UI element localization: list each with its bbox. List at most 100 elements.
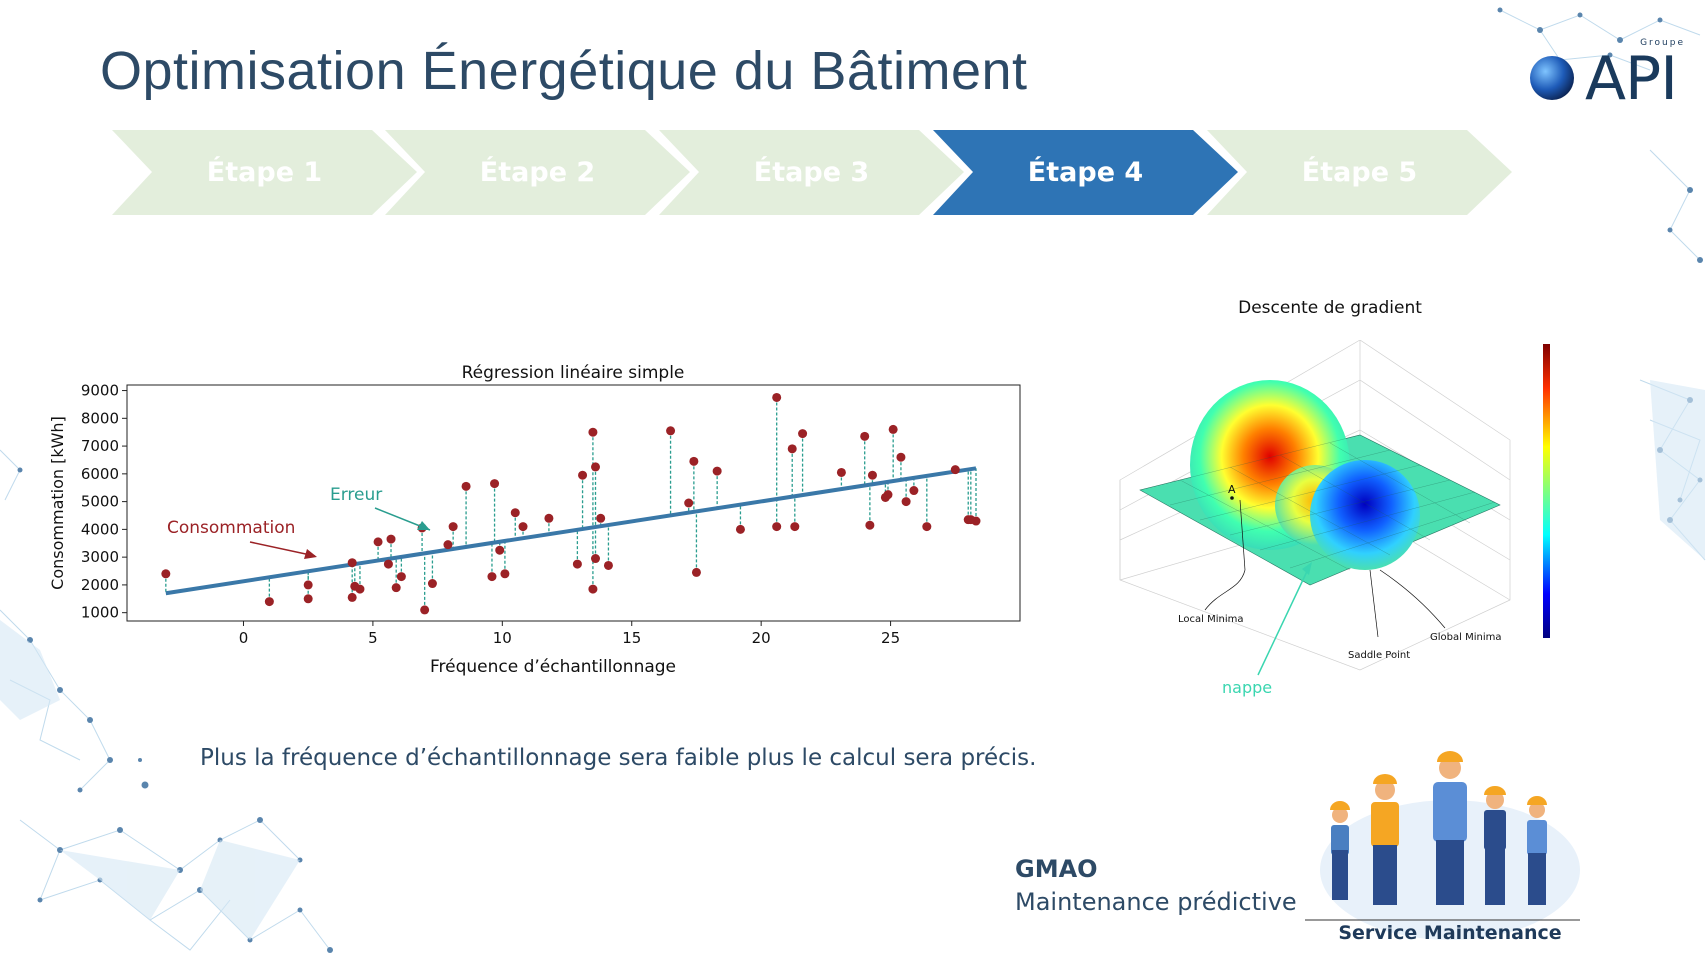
worker-left-icon	[1330, 801, 1350, 900]
data-point	[355, 584, 365, 594]
y-tick-label: 2000	[81, 576, 119, 594]
step-progress: Étape 1 Étape 2 Étape 3 Étape 4 Étape 5	[112, 130, 1512, 215]
data-point	[901, 497, 911, 507]
gradient-surface-chart: A Local Minima Saddle Point Global Minim…	[1119, 340, 1550, 697]
regression-line	[165, 466, 977, 596]
x-tick-label: 15	[622, 629, 641, 647]
step-2-label: Étape 2	[479, 157, 596, 188]
data-point	[712, 466, 722, 476]
data-point	[161, 569, 171, 579]
data-point	[448, 522, 458, 532]
gmao-subtitle: Maintenance prédictive	[1015, 888, 1297, 916]
global-minima-leader	[1379, 569, 1446, 629]
data-point	[603, 560, 613, 570]
data-point	[971, 516, 981, 526]
colorbar	[1543, 344, 1550, 638]
surface-valley	[1310, 460, 1420, 570]
nappe-arrowhead	[1302, 562, 1312, 575]
x-tick-label: 0	[239, 629, 249, 647]
nappe-label: nappe	[1222, 678, 1272, 697]
point-a-label: A	[1228, 483, 1236, 496]
step-2[interactable]: Étape 2	[385, 130, 690, 215]
data-point	[790, 522, 800, 532]
worker-right-icon	[1527, 796, 1547, 905]
data-point	[883, 490, 893, 500]
step-1[interactable]: Étape 1	[112, 130, 417, 215]
data-point	[666, 426, 676, 436]
step-4-arrow	[933, 130, 1238, 215]
data-point	[735, 524, 745, 534]
api-logo: Groupe API	[1525, 38, 1685, 114]
data-point	[518, 522, 528, 532]
data-point	[427, 579, 437, 589]
data-point	[510, 508, 520, 518]
step-3[interactable]: Étape 3	[659, 130, 964, 215]
data-point	[596, 513, 606, 523]
data-point	[386, 534, 396, 544]
step-2-arrow	[385, 130, 690, 215]
y-tick-label: 8000	[81, 409, 119, 427]
step-5-label: Étape 5	[1301, 157, 1418, 188]
y-tick-label: 6000	[81, 465, 119, 483]
step-5-arrow	[1207, 130, 1512, 215]
globe-icon	[1530, 56, 1574, 100]
data-point	[922, 522, 932, 532]
step-5[interactable]: Étape 5	[1207, 130, 1512, 215]
annotation-erreur-arrowhead	[417, 521, 430, 530]
step-4-label: Étape 4	[1027, 157, 1144, 188]
data-point	[373, 537, 383, 547]
y-tick-label: 4000	[81, 520, 119, 538]
step-4[interactable]: Étape 4	[933, 130, 1238, 215]
x-tick-label: 10	[493, 629, 512, 647]
data-point	[772, 522, 782, 532]
logo-groupe-text: Groupe	[1640, 38, 1685, 48]
regression-svg: Régression linéaire simple 1000 2000 3000 4…	[48, 363, 1021, 677]
data-point	[588, 584, 598, 594]
error-lines	[165, 397, 977, 610]
x-tick-label: 5	[368, 629, 378, 647]
gradient-title: Descente de gradient	[1238, 298, 1422, 318]
x-tick-label: 20	[752, 629, 771, 647]
worker-center-icon	[1433, 751, 1467, 905]
data-point	[798, 429, 808, 439]
regression-title: Régression linéaire simple	[462, 363, 685, 383]
data-point	[865, 520, 875, 530]
data-point	[867, 470, 877, 480]
step-3-arrow	[659, 130, 964, 215]
annotation-consommation-arrowhead	[304, 549, 317, 559]
data-point	[578, 470, 588, 480]
data-point	[572, 559, 582, 569]
y-tick-label: 9000	[81, 382, 119, 400]
step-1-arrow	[112, 130, 417, 215]
data-point	[500, 569, 510, 579]
step-3-label: Étape 3	[753, 157, 870, 188]
y-tick-label: 7000	[81, 437, 119, 455]
data-point	[383, 559, 393, 569]
data-point	[303, 594, 313, 604]
saddle-point-leader	[1369, 569, 1379, 638]
data-point	[420, 605, 430, 615]
data-point	[772, 392, 782, 402]
data-point	[495, 545, 505, 555]
data-point	[544, 513, 554, 523]
service-maintenance-label: Service Maintenance	[1338, 922, 1562, 944]
data-points	[161, 392, 981, 615]
data-point	[461, 481, 471, 491]
worker-2-icon	[1371, 774, 1399, 905]
local-minima-pointer	[1239, 499, 1246, 571]
y-tick-label: 1000	[81, 604, 119, 622]
y-axis-label: Consommation [kWh]	[48, 416, 67, 590]
data-point	[691, 567, 701, 577]
gmao-title: GMAO	[1015, 855, 1098, 883]
data-point	[888, 424, 898, 434]
annotation-consommation: Consommation	[167, 518, 295, 538]
data-point	[591, 462, 601, 472]
data-point	[487, 572, 497, 582]
saddle-point-label: Saddle Point	[1348, 650, 1410, 661]
maintenance-workers-illustration	[1305, 751, 1580, 940]
page-title: Optimisation Énergétique du Bâtiment	[100, 41, 1028, 101]
x-ticks: 0 5 10 15 20 25	[239, 621, 900, 647]
point-a-marker	[1230, 496, 1234, 500]
y-tick-label: 3000	[81, 548, 119, 566]
annotation-consommation-arrow	[249, 541, 316, 557]
